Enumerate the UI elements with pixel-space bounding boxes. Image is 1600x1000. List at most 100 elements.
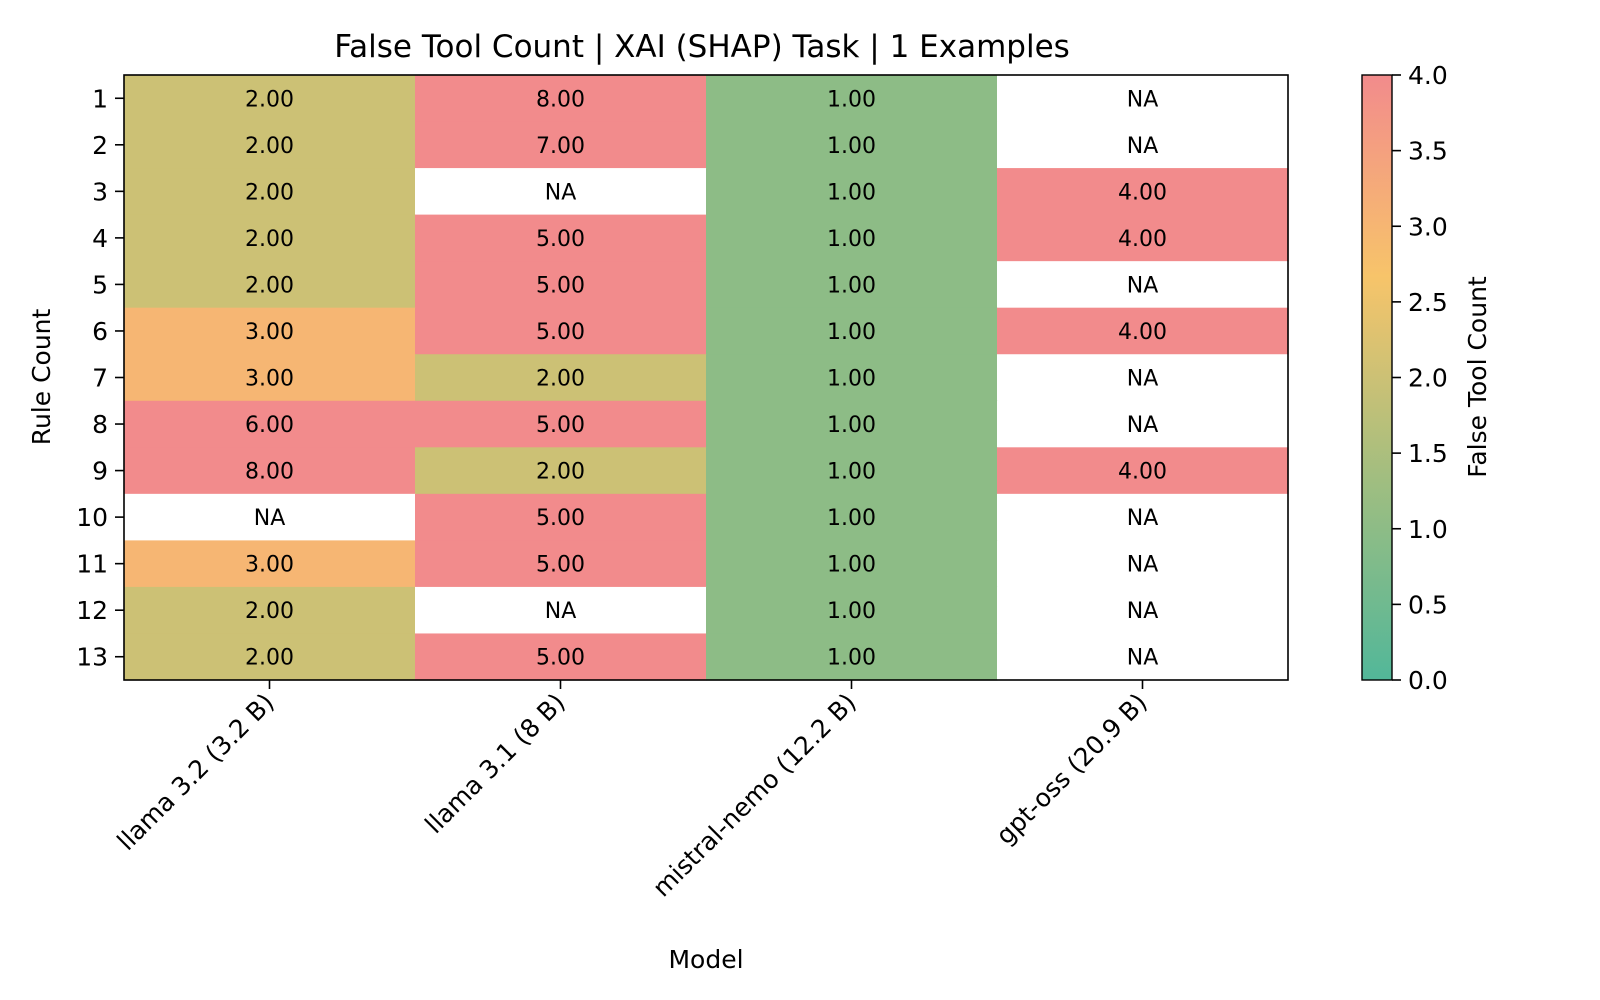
y-tick-label: 3 (92, 177, 108, 206)
cell-value-label: 1.00 (827, 227, 876, 252)
heatmap-cell (415, 447, 707, 495)
cell-value-label: NA (254, 506, 286, 531)
heatmap-cell (415, 214, 707, 262)
heatmap-cell (415, 168, 707, 216)
cell-value-label: 3.00 (245, 553, 294, 578)
colorbar-tick-label: 0.5 (1408, 590, 1448, 619)
colorbar-tick-label: 3.5 (1408, 137, 1448, 166)
cell-value-label: 2.00 (245, 227, 294, 252)
heatmap-cell (415, 493, 707, 541)
heatmap-cell (706, 540, 998, 588)
heatmap-cell (415, 75, 707, 123)
heatmap-cell (997, 75, 1289, 123)
heatmap-cell (124, 354, 416, 402)
heatmap-cell (997, 447, 1289, 495)
cell-value-label: NA (545, 180, 577, 205)
cell-value-label: 1.00 (827, 320, 876, 345)
y-tick-label: 4 (92, 224, 108, 253)
cell-value-label: 1.00 (827, 506, 876, 531)
colorbar-tick-label: 1.0 (1408, 515, 1448, 544)
heatmap-cell (415, 400, 707, 448)
cell-value-label: 2.00 (245, 87, 294, 112)
cell-value-label: 8.00 (536, 87, 585, 112)
cell-value-label: 1.00 (827, 134, 876, 159)
colorbar-tick-label: 2.0 (1408, 364, 1448, 393)
heatmap-cell (706, 633, 998, 681)
cell-value-label: 3.00 (245, 320, 294, 345)
cell-value-label: 2.00 (536, 460, 585, 485)
cell-value-label: NA (1127, 413, 1159, 438)
heatmap-cell (997, 540, 1289, 588)
x-tick-label: gpt-oss (20.9 B) (990, 688, 1152, 850)
cell-value-label: 4.00 (1118, 180, 1167, 205)
heatmap-cell (997, 493, 1289, 541)
cell-value-label: 1.00 (827, 180, 876, 205)
cell-value-label: 5.00 (536, 506, 585, 531)
x-axis-ticks: llama 3.2 (3.2 B) llama 3.1 (8 B) mistral-… (112, 680, 1153, 903)
y-tick-label: 8 (92, 410, 108, 439)
cell-value-label: 5.00 (536, 646, 585, 671)
heatmap-cell (997, 400, 1289, 448)
y-tick-label: 10 (76, 503, 108, 532)
cell-value-label: 1.00 (827, 646, 876, 671)
cell-value-label: 3.00 (245, 367, 294, 392)
colorbar-tick-label: 2.5 (1408, 288, 1448, 317)
heatmap-cell (415, 586, 707, 635)
heatmap-cell (124, 75, 416, 123)
cell-value-label: NA (1127, 553, 1159, 578)
heatmap-cell (706, 493, 998, 541)
colorbar-tick-label: 3.0 (1408, 212, 1448, 241)
heatmap-cell (997, 214, 1289, 262)
cell-value-label: NA (1127, 599, 1159, 624)
cell-value-label: 1.00 (827, 87, 876, 112)
heatmap-cell (997, 354, 1289, 402)
cell-value-label: NA (1127, 87, 1159, 112)
y-tick-label: 5 (92, 270, 108, 299)
colorbar-tick-label: 4.0 (1408, 61, 1448, 90)
heatmap-cell (997, 586, 1289, 635)
cell-value-label: 2.00 (245, 273, 294, 298)
cell-value-label: 1.00 (827, 599, 876, 624)
cell-value-label: 8.00 (245, 460, 294, 485)
cell-value-label: 5.00 (536, 320, 585, 345)
colorbar-tick-label: 0.0 (1408, 666, 1448, 695)
heatmap-cell (706, 400, 998, 448)
x-axis-label: Model (668, 945, 743, 974)
heatmap-cell (706, 586, 998, 635)
y-axis-label: Rule Count (27, 308, 56, 445)
heatmap-cell (124, 633, 416, 681)
cell-value-label: 5.00 (536, 273, 585, 298)
colorbar (1361, 74, 1393, 681)
cell-value-label: 1.00 (827, 413, 876, 438)
y-tick-label: 6 (92, 317, 108, 346)
cell-value-label: NA (1127, 273, 1159, 298)
cell-value-label: 1.00 (827, 367, 876, 392)
cell-value-label: NA (1127, 506, 1159, 531)
cell-value-label: NA (1127, 367, 1159, 392)
heatmap-cell (124, 214, 416, 262)
heatmap-cell (415, 121, 707, 169)
colorbar-tick-label: 1.5 (1408, 439, 1448, 468)
heatmap-cell (124, 586, 416, 635)
heatmap-cell (124, 540, 416, 588)
heatmap-cell (706, 168, 998, 216)
cell-value-label: NA (545, 599, 577, 624)
y-tick-label: 11 (76, 550, 108, 579)
cell-value-label: 2.00 (245, 599, 294, 624)
heatmap-cell (415, 540, 707, 588)
heatmap-cell (415, 633, 707, 681)
cell-value-label: 5.00 (536, 413, 585, 438)
colorbar-ticks: 0.0 0.5 1.0 1.5 2.0 2.5 3.0 3.5 4.0 (1392, 61, 1448, 695)
heatmap-cell (124, 307, 416, 355)
cell-value-label: 1.00 (827, 273, 876, 298)
x-tick-label: llama 3.2 (3.2 B) (112, 688, 280, 856)
heatmap-cell (415, 354, 707, 402)
heatmap-cells: 2.00 8.00 1.00 NA 2.00 7.00 1.00 NA 2.00 NA 1.00 4.… (124, 75, 1289, 681)
y-tick-label: 2 (92, 131, 108, 160)
heatmap-cell (997, 168, 1289, 216)
y-tick-label: 13 (76, 643, 108, 672)
heatmap-cell (124, 447, 416, 495)
cell-value-label: 6.00 (245, 413, 294, 438)
